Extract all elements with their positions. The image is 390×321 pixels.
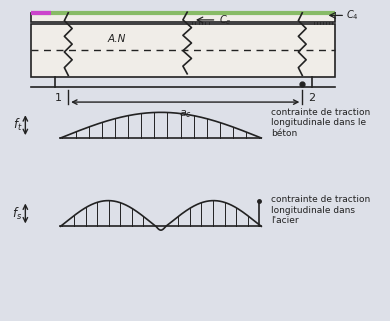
Text: contrainte de traction
longitudinale dans le
béton: contrainte de traction longitudinale dan… (271, 108, 370, 137)
Text: $f_t$: $f_t$ (12, 117, 22, 133)
Bar (31, 13, 335, 22)
Text: $C_e$: $C_e$ (219, 13, 232, 27)
Text: 1: 1 (55, 93, 62, 103)
Text: 2: 2 (308, 93, 316, 103)
Text: $C_4$: $C_4$ (346, 9, 359, 22)
Text: $a_c$: $a_c$ (179, 108, 192, 120)
Polygon shape (31, 24, 335, 77)
Text: A.N: A.N (108, 34, 126, 44)
Text: contrainte de traction
longitudinale dans
l'acier: contrainte de traction longitudinale dan… (271, 195, 370, 225)
Text: $f_s$: $f_s$ (12, 205, 22, 221)
